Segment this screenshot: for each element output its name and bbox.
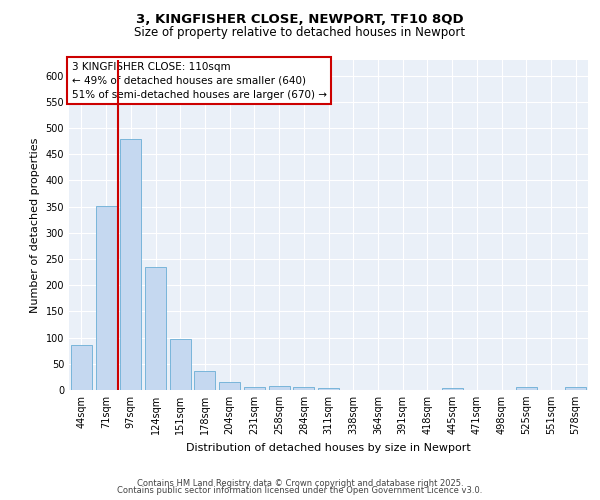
Bar (170, 338, 191, 390)
Text: 3, KINGFISHER CLOSE, NEWPORT, TF10 8QD: 3, KINGFISHER CLOSE, NEWPORT, TF10 8QD (136, 13, 464, 26)
Bar (565, 388, 586, 390)
Text: Contains public sector information licensed under the Open Government Licence v3: Contains public sector information licen… (118, 486, 482, 495)
Text: Size of property relative to detached houses in Newport: Size of property relative to detached ho… (134, 26, 466, 39)
Bar (95, 206, 116, 390)
Bar (516, 388, 537, 390)
Bar (194, 370, 215, 390)
Bar (71, 346, 92, 390)
Bar (293, 387, 314, 390)
Bar (219, 382, 240, 390)
X-axis label: Distribution of detached houses by size in Newport: Distribution of detached houses by size … (186, 442, 471, 452)
Text: 3 KINGFISHER CLOSE: 110sqm
← 49% of detached houses are smaller (640)
51% of sem: 3 KINGFISHER CLOSE: 110sqm ← 49% of deta… (71, 62, 326, 100)
Text: Contains HM Land Registry data © Crown copyright and database right 2025.: Contains HM Land Registry data © Crown c… (137, 478, 463, 488)
Bar (269, 386, 290, 390)
Bar (244, 387, 265, 390)
Bar (145, 267, 166, 390)
Bar (120, 138, 141, 390)
Y-axis label: Number of detached properties: Number of detached properties (30, 138, 40, 312)
Bar (318, 388, 339, 390)
Bar (442, 388, 463, 390)
